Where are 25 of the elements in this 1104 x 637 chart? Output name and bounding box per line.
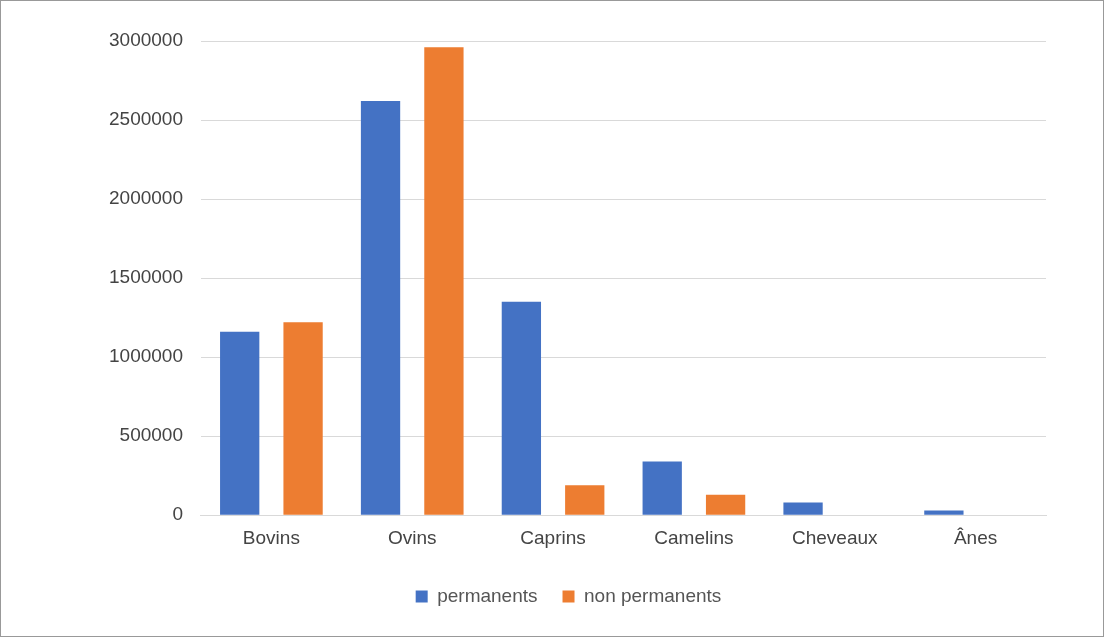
x-tick-label: Caprins [520, 526, 586, 548]
x-tick-label: Ânes [953, 526, 998, 548]
y-tick-label: 2000000 [109, 187, 183, 209]
y-tick-label: 3000000 [109, 29, 183, 51]
bar [565, 485, 605, 515]
legend-label: non permanents [584, 584, 722, 606]
bar [705, 494, 746, 515]
y-tick-label: 1500000 [109, 266, 183, 288]
x-tick-label: Camelins [654, 526, 734, 548]
x-tick-label: Cheveaux [791, 526, 879, 548]
bar [424, 47, 464, 515]
bar [283, 322, 323, 515]
bar [501, 301, 542, 515]
y-tick-label: 1000000 [109, 345, 183, 367]
y-tick-label: 500000 [119, 424, 183, 446]
bar [783, 502, 823, 515]
x-tick-label: Ovins [387, 526, 437, 548]
bar [924, 510, 964, 515]
bar [360, 101, 401, 515]
bar [220, 331, 260, 515]
x-tick-label: Bovins [242, 526, 300, 548]
y-tick-label: 0 [172, 503, 183, 525]
bar [642, 461, 682, 515]
legend-label: permanents [437, 584, 538, 606]
y-tick-label: 2500000 [109, 108, 183, 130]
